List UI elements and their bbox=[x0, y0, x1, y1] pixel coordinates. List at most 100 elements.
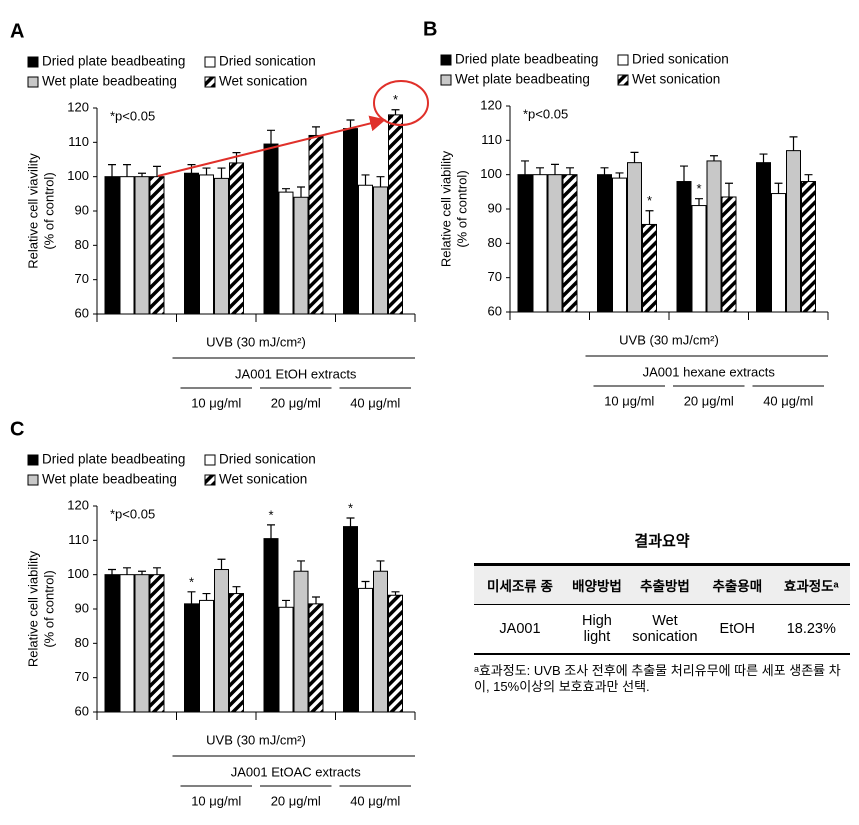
x-tick-label: 40 μg/ml bbox=[350, 793, 400, 808]
y-tick-label: 90 bbox=[488, 200, 502, 215]
error-bar bbox=[153, 567, 161, 575]
bar bbox=[149, 574, 165, 713]
annotation: *p<0.05 bbox=[110, 506, 155, 521]
annotation: *p<0.05 bbox=[110, 108, 155, 123]
treatment-label: UVB (30 mJ/cm²) bbox=[619, 332, 719, 347]
significance-mark: * bbox=[268, 507, 273, 522]
error-bar bbox=[725, 182, 733, 197]
error-bar bbox=[123, 567, 131, 575]
error-bar bbox=[376, 176, 385, 187]
legend-swatch bbox=[27, 76, 39, 88]
error-bar bbox=[789, 136, 798, 151]
y-tick-label: 90 bbox=[75, 600, 89, 615]
y-tick-label: 100 bbox=[480, 166, 502, 181]
bar bbox=[119, 574, 135, 713]
legend-label: Dried plate beadbeating bbox=[455, 52, 598, 67]
legend-label: Dried sonication bbox=[219, 54, 316, 69]
bar bbox=[676, 181, 692, 313]
extract-label: JA001 EtOAC extracts bbox=[231, 764, 362, 779]
y-tick-label: 120 bbox=[480, 97, 502, 112]
error-bar bbox=[267, 129, 275, 145]
bar bbox=[104, 574, 120, 713]
panel-label: A bbox=[10, 20, 24, 42]
y-axis-label: (% of control) bbox=[454, 170, 469, 247]
y-tick-label: 100 bbox=[67, 566, 89, 581]
legend-swatch bbox=[204, 474, 216, 486]
error-bar bbox=[645, 210, 654, 225]
y-tick-label: 80 bbox=[75, 237, 89, 252]
y-axis-label: (% of control) bbox=[41, 172, 56, 249]
bar bbox=[308, 134, 324, 315]
table-header: 추출용매 bbox=[701, 564, 773, 605]
table-header: 미세조류 종 bbox=[474, 564, 566, 605]
bar bbox=[263, 538, 279, 713]
error-bar bbox=[217, 167, 226, 179]
error-bar bbox=[282, 188, 290, 193]
chart-panel: C Dried plate beadbeating Dried sonication… bbox=[10, 418, 416, 808]
y-tick-label: 110 bbox=[68, 532, 89, 547]
treatment-label: UVB (30 mJ/cm²) bbox=[206, 732, 306, 747]
error-bar bbox=[202, 592, 211, 601]
error-bar bbox=[138, 172, 146, 177]
x-tick-label: 20 μg/ml bbox=[271, 395, 321, 410]
error-bar bbox=[600, 167, 609, 175]
legend-swatch bbox=[204, 76, 216, 88]
legend-swatch bbox=[617, 54, 629, 66]
bar bbox=[771, 193, 786, 313]
table: 미세조류 종 배양방법 추출방법 추출용매 효과정도ᵃ JA001 High l… bbox=[474, 563, 850, 655]
bar bbox=[229, 593, 244, 713]
error-bar bbox=[297, 560, 305, 572]
legend-swatch bbox=[617, 74, 629, 86]
legend-swatch bbox=[204, 56, 216, 68]
bar bbox=[308, 603, 324, 713]
y-tick-label: 80 bbox=[488, 235, 502, 250]
error-bar bbox=[710, 155, 718, 161]
treatment-label: UVB (30 mJ/cm²) bbox=[206, 334, 306, 349]
legend-label: Dried plate beadbeating bbox=[42, 452, 185, 467]
error-bar bbox=[187, 164, 196, 174]
bar bbox=[691, 205, 707, 313]
bar bbox=[293, 196, 309, 315]
legend-label: Dried sonication bbox=[632, 52, 729, 67]
bar bbox=[756, 162, 771, 313]
bar bbox=[104, 176, 120, 315]
legend-swatch bbox=[204, 454, 216, 466]
error-bar bbox=[232, 152, 241, 163]
legend-swatch bbox=[27, 56, 39, 68]
error-bar bbox=[630, 151, 639, 163]
y-axis-label: Relative cell viavility bbox=[25, 153, 40, 269]
bar bbox=[278, 606, 294, 713]
y-tick-label: 120 bbox=[67, 497, 89, 512]
bar bbox=[642, 223, 657, 313]
bar bbox=[532, 174, 548, 313]
bar bbox=[214, 177, 229, 315]
significance-mark: * bbox=[696, 181, 701, 196]
bar bbox=[278, 191, 294, 315]
highlight-circle bbox=[373, 80, 429, 126]
x-tick-label: 10 μg/ml bbox=[191, 395, 241, 410]
bar bbox=[199, 174, 214, 315]
legend-label: Wet plate beadbeating bbox=[42, 472, 177, 487]
y-tick-label: 60 bbox=[75, 703, 89, 718]
error-bar bbox=[391, 591, 400, 596]
x-tick-label: 40 μg/ml bbox=[763, 393, 813, 408]
bar bbox=[293, 570, 309, 713]
bar bbox=[786, 150, 801, 313]
error-bar bbox=[217, 558, 226, 570]
error-bar bbox=[695, 198, 703, 206]
chart-panel: B Dried plate beadbeating Dried sonication… bbox=[423, 18, 829, 408]
bar bbox=[214, 569, 229, 713]
table-title: 결과요약 bbox=[634, 533, 690, 550]
y-tick-label: 110 bbox=[481, 132, 502, 147]
legend-label: Wet sonication bbox=[219, 74, 307, 89]
bar bbox=[134, 176, 150, 315]
y-tick-label: 70 bbox=[75, 669, 89, 684]
y-axis-label: Relative cell viability bbox=[438, 150, 453, 267]
error-bar bbox=[521, 160, 529, 175]
error-bar bbox=[282, 599, 290, 608]
error-bar bbox=[615, 172, 624, 179]
bar bbox=[184, 172, 199, 315]
bar bbox=[627, 162, 642, 313]
